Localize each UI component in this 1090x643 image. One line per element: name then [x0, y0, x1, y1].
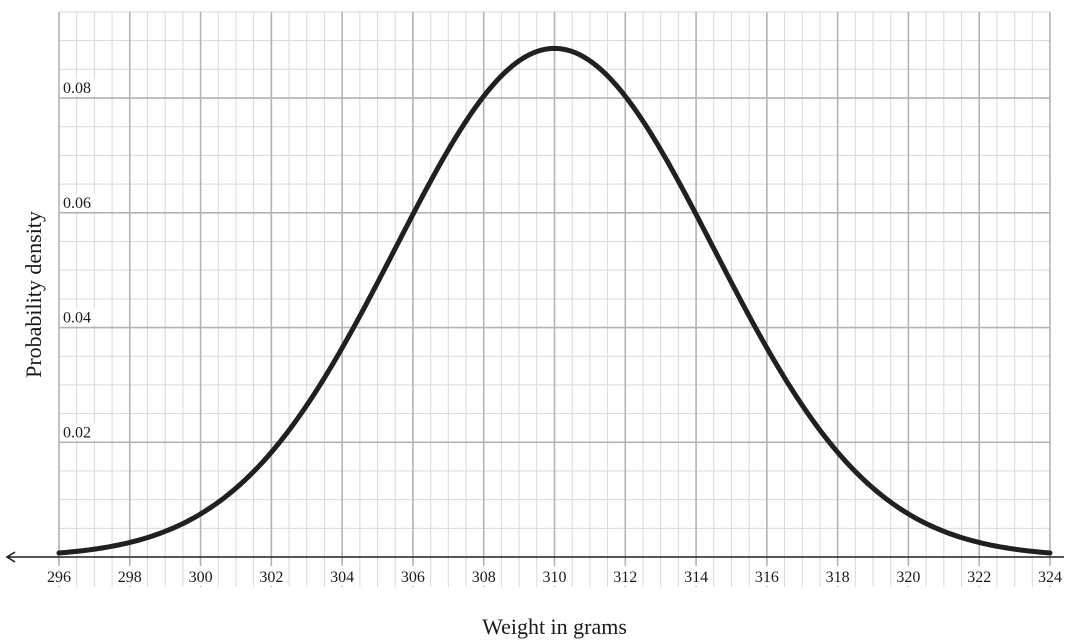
y-tick-label: 0.06 [63, 195, 91, 212]
x-tick: 324 [1035, 566, 1065, 586]
x-tick-label: 314 [684, 569, 708, 586]
x-tick-label-bg [610, 566, 641, 586]
x-tick-label-bg [397, 566, 428, 586]
x-tick-label-bg [114, 566, 145, 586]
x-tick-label-bg [893, 566, 924, 586]
x-tick: 322 [964, 566, 995, 586]
x-tick-label-bg [327, 566, 358, 586]
y-tick-label: 0.08 [63, 80, 91, 97]
x-tick-label: 324 [1038, 569, 1062, 586]
x-tick-label: 296 [47, 569, 71, 586]
x-tick-label: 306 [401, 569, 425, 586]
x-tick-label: 302 [259, 569, 283, 586]
x-axis-arrow-icon [5, 551, 16, 563]
x-tick-label-bg [539, 566, 570, 586]
x-tick: 300 [185, 566, 216, 586]
x-tick: 314 [681, 566, 712, 586]
x-tick-label: 308 [472, 569, 496, 586]
x-tick: 298 [114, 566, 145, 586]
y-tick: 0.04 [61, 308, 97, 327]
x-tick-label-bg [751, 566, 782, 586]
x-tick-label: 304 [330, 569, 354, 586]
x-axis [5, 551, 1064, 563]
x-tick-labels: 296 298 300 302 304 306 308 310 312 314 316 318 320 3… [44, 566, 1065, 586]
x-tick-label-bg [964, 566, 995, 586]
y-axis-title: Probability density [21, 211, 46, 378]
y-tick-label-bg [61, 79, 97, 97]
x-tick: 306 [397, 566, 428, 586]
y-tick-label: 0.02 [63, 424, 91, 441]
x-tick-label-bg [44, 566, 74, 586]
density-curve [56, 45, 1053, 556]
x-tick-label-bg [468, 566, 499, 586]
major-gridlines [58, 12, 1051, 587]
x-tick-label: 298 [118, 569, 142, 586]
x-tick-label-bg [1035, 566, 1065, 586]
x-tick-label: 300 [189, 569, 213, 586]
x-tick-label-bg [681, 566, 712, 586]
x-tick: 318 [822, 566, 853, 586]
y-tick: 0.02 [61, 423, 97, 441]
x-tick-label: 322 [967, 569, 991, 586]
x-tick-label: 318 [826, 569, 850, 586]
x-tick: 302 [256, 566, 287, 586]
x-tick: 312 [610, 566, 641, 586]
x-tick: 304 [327, 566, 358, 586]
x-tick-label-bg [822, 566, 853, 586]
x-axis-title: Weight in grams [482, 614, 627, 639]
x-tick-label: 312 [613, 569, 637, 586]
x-tick-label-bg [256, 566, 287, 586]
y-tick-label-bg [61, 423, 97, 441]
y-tick: 0.06 [61, 193, 97, 212]
x-tick-label-bg [185, 566, 216, 586]
y-tick-label: 0.04 [63, 310, 91, 327]
x-tick: 296 [44, 566, 74, 586]
x-tick: 308 [468, 566, 499, 586]
x-tick: 310 [539, 566, 570, 586]
x-tick-label: 316 [755, 569, 779, 586]
x-tick: 316 [751, 566, 782, 586]
y-tick-label-bg [61, 308, 97, 326]
x-tick-label: 320 [896, 569, 920, 586]
x-tick-label: 310 [543, 569, 567, 586]
y-tick-labels: 0.02 0.04 0.06 0.08 [61, 79, 97, 441]
x-tick: 320 [893, 566, 924, 586]
y-tick: 0.08 [61, 79, 97, 97]
y-tick-label-bg [61, 193, 97, 211]
